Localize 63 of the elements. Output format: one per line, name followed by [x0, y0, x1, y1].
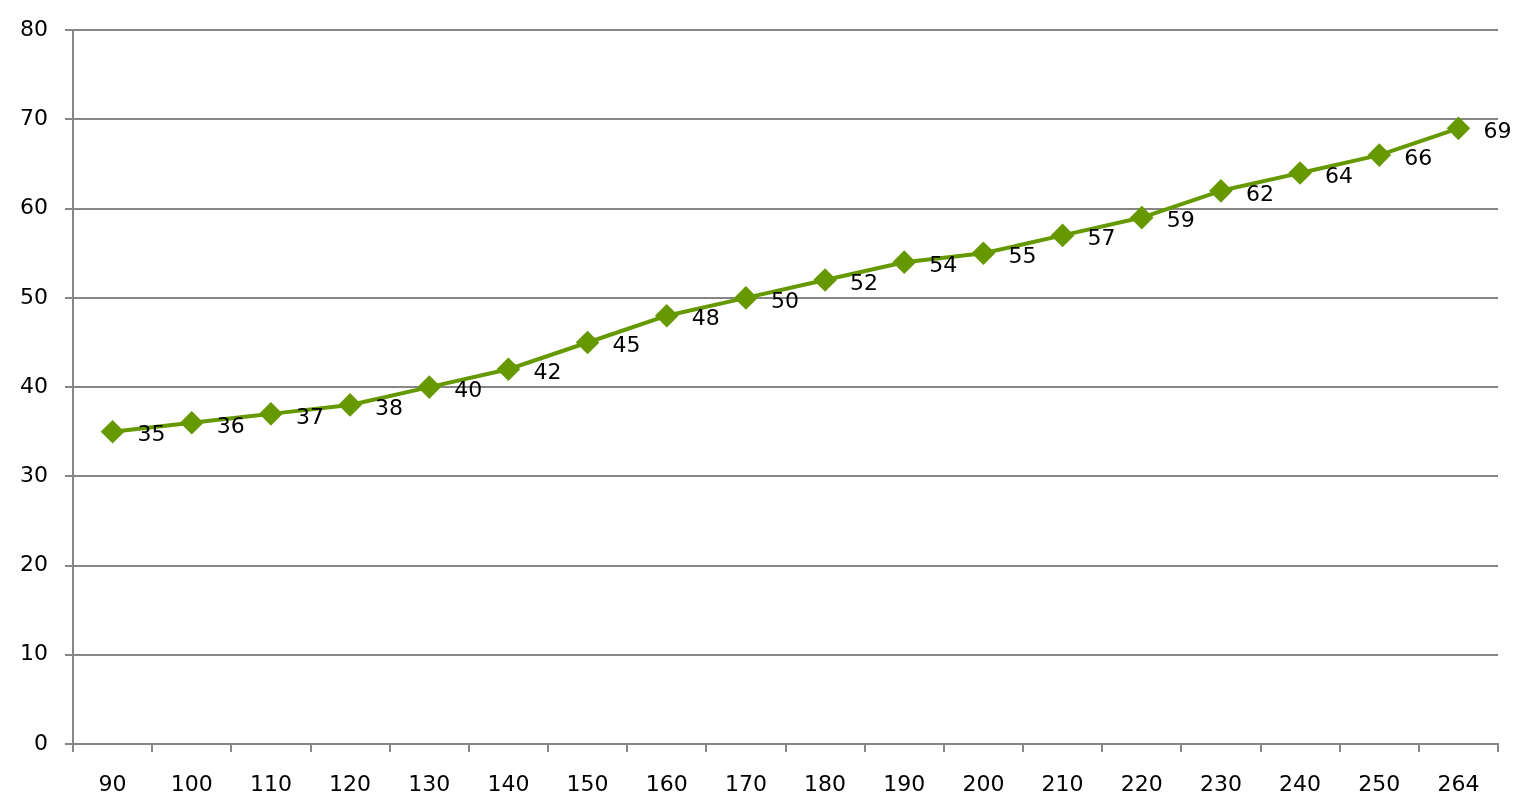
data-label: 38	[375, 394, 404, 420]
point	[418, 376, 441, 399]
data-label: 36	[216, 412, 245, 438]
y-tick-label: 50	[20, 283, 48, 309]
data-label: 50	[770, 287, 799, 313]
data-label: 42	[533, 358, 562, 384]
x-tick-label: 264	[1437, 770, 1480, 796]
x-tick-label: 160	[645, 770, 688, 796]
x-tick-label: 150	[566, 770, 609, 796]
y-tick-label: 80	[20, 15, 48, 41]
data-label: 64	[1325, 162, 1354, 188]
point	[497, 358, 520, 381]
data-label: 57	[1087, 225, 1116, 251]
y-tick-label: 10	[20, 640, 48, 666]
data-label: 62	[1245, 180, 1274, 206]
data-label: 48	[691, 305, 720, 331]
point	[101, 420, 124, 443]
y-tick-label: 30	[20, 462, 48, 488]
data-label: 37	[295, 403, 324, 429]
x-tick-label: 100	[170, 770, 213, 796]
data-label: 54	[929, 251, 958, 277]
x-tick-label: 130	[408, 770, 451, 796]
data-label: 69	[1483, 118, 1512, 144]
y-tick-label: 70	[20, 105, 48, 131]
point	[339, 393, 362, 416]
x-tick-label: 240	[1279, 770, 1322, 796]
point	[1051, 224, 1074, 247]
point	[655, 304, 678, 327]
point	[259, 402, 282, 425]
x-tick-label: 140	[487, 770, 530, 796]
data-label: 55	[1008, 242, 1037, 268]
y-tick-label: 0	[34, 729, 48, 755]
data-label: 66	[1404, 144, 1433, 170]
x-tick-label: 170	[724, 770, 767, 796]
point	[734, 286, 757, 309]
point	[1130, 206, 1153, 229]
point	[972, 242, 995, 265]
point	[576, 331, 599, 354]
point	[1289, 161, 1312, 184]
point	[1447, 117, 1470, 140]
x-tick-label: 230	[1199, 770, 1242, 796]
data-label: 52	[850, 269, 879, 295]
y-tick-label: 60	[20, 194, 48, 220]
data-label: 40	[454, 376, 483, 402]
data-label: 35	[137, 421, 166, 447]
x-tick-label: 90	[98, 770, 127, 796]
x-tick-label: 200	[962, 770, 1005, 796]
y-tick-label: 20	[20, 551, 48, 577]
x-tick-label: 180	[804, 770, 847, 796]
x-tick-label: 110	[249, 770, 292, 796]
x-tick-label: 220	[1120, 770, 1163, 796]
x-tick-label: 190	[883, 770, 926, 796]
x-tick-label: 250	[1358, 770, 1401, 796]
x-tick-label: 120	[329, 770, 372, 796]
data-label: 59	[1166, 207, 1195, 233]
point	[1368, 144, 1391, 167]
x-tick-label: 210	[1041, 770, 1084, 796]
data-label: 45	[612, 332, 641, 358]
point	[180, 411, 203, 434]
point	[814, 269, 837, 292]
point	[1209, 179, 1232, 202]
y-tick-label: 40	[20, 372, 48, 398]
point	[893, 251, 916, 274]
